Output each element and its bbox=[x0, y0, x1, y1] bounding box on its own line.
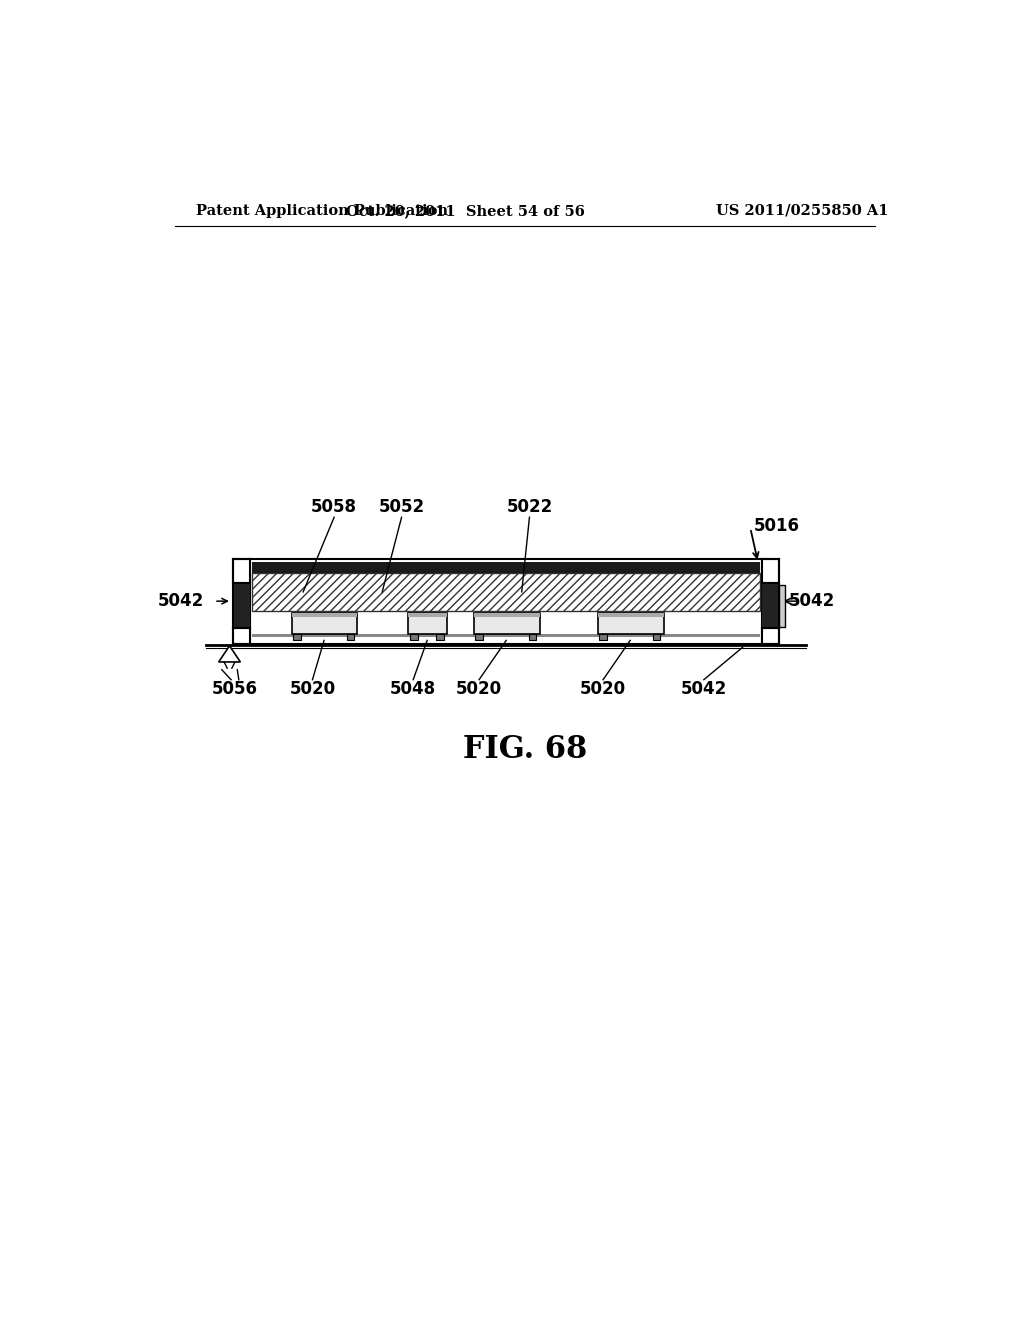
Bar bbox=[408, 612, 446, 616]
Text: FIG. 68: FIG. 68 bbox=[463, 734, 587, 764]
Bar bbox=[598, 612, 664, 616]
Text: 5052: 5052 bbox=[379, 499, 425, 516]
Text: 5020: 5020 bbox=[290, 680, 336, 698]
Text: 5022: 5022 bbox=[506, 499, 553, 516]
Text: Patent Application Publication: Patent Application Publication bbox=[197, 203, 449, 218]
Text: 5042: 5042 bbox=[788, 593, 835, 610]
Bar bbox=[346, 635, 354, 640]
Text: 5042: 5042 bbox=[158, 593, 204, 610]
Bar bbox=[474, 612, 540, 635]
Text: 5058: 5058 bbox=[311, 499, 357, 516]
Text: 5048: 5048 bbox=[390, 680, 436, 698]
Bar bbox=[252, 573, 761, 611]
Bar bbox=[528, 635, 537, 640]
Text: 5016: 5016 bbox=[755, 517, 800, 536]
Bar bbox=[779, 585, 785, 627]
Polygon shape bbox=[219, 645, 241, 663]
Bar bbox=[233, 628, 251, 644]
Text: 5020: 5020 bbox=[456, 680, 502, 698]
Bar bbox=[762, 558, 779, 583]
Bar bbox=[293, 635, 301, 640]
Bar bbox=[652, 635, 660, 640]
Bar bbox=[292, 612, 357, 616]
Bar bbox=[252, 635, 761, 638]
Text: 5056: 5056 bbox=[212, 680, 258, 698]
Bar bbox=[762, 583, 779, 628]
Bar bbox=[233, 558, 251, 583]
Bar bbox=[599, 635, 607, 640]
Text: 5020: 5020 bbox=[580, 680, 626, 698]
Bar bbox=[408, 612, 446, 635]
Bar bbox=[474, 612, 540, 616]
Bar bbox=[410, 635, 418, 640]
Text: 5042: 5042 bbox=[681, 680, 727, 698]
Bar bbox=[292, 612, 357, 635]
Bar bbox=[233, 583, 251, 628]
Bar bbox=[252, 562, 761, 573]
Bar bbox=[598, 612, 664, 635]
Bar bbox=[475, 635, 483, 640]
Text: US 2011/0255850 A1: US 2011/0255850 A1 bbox=[716, 203, 889, 218]
Bar bbox=[762, 628, 779, 644]
Text: Oct. 20, 2011  Sheet 54 of 56: Oct. 20, 2011 Sheet 54 of 56 bbox=[346, 203, 585, 218]
Bar bbox=[436, 635, 444, 640]
